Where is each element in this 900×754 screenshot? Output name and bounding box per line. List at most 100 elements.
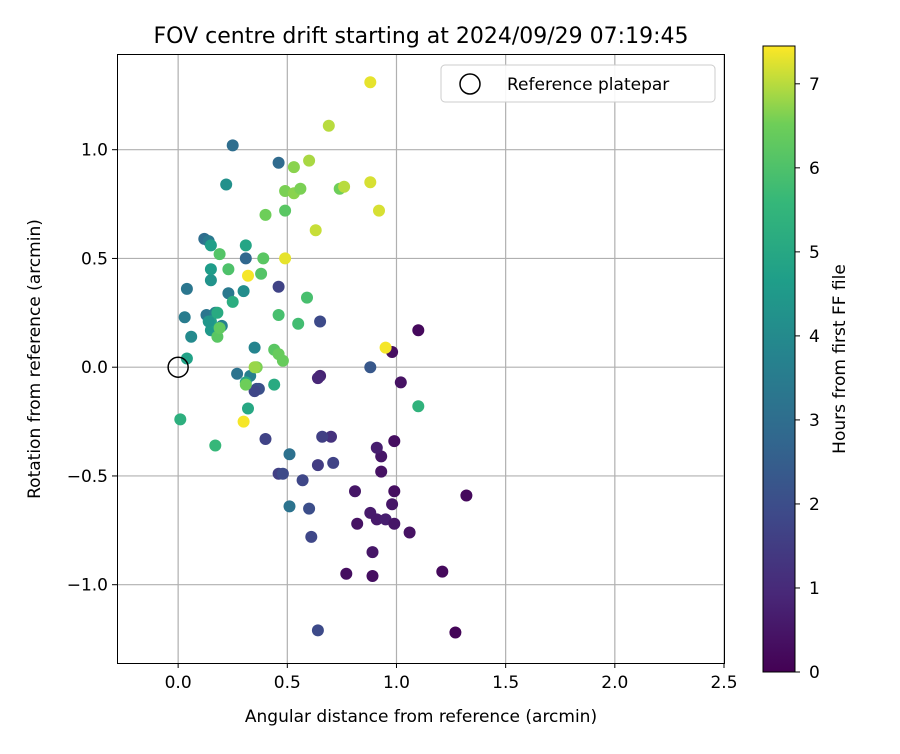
scatter-point xyxy=(242,269,254,282)
chart-title: FOV centre drift starting at 2024/09/29 … xyxy=(154,24,689,49)
scatter-point xyxy=(239,239,252,252)
scatter-point xyxy=(296,474,309,487)
scatter-point xyxy=(283,448,296,461)
scatter-point xyxy=(340,567,353,580)
scatter-point xyxy=(268,378,281,391)
scatter-point xyxy=(279,204,292,217)
scatter-point xyxy=(373,204,385,217)
scatter-point xyxy=(180,352,193,365)
scatter-point xyxy=(412,324,425,337)
scatter-point xyxy=(237,285,250,298)
colorbar-tick-label: 7 xyxy=(809,75,820,95)
scatter-point xyxy=(338,180,351,193)
legend-entry-reference-platepar: Reference platepar xyxy=(507,75,669,95)
y-axis-ticks: −1.0 −0.5 0.0 0.5 1.0 xyxy=(67,141,117,596)
scatter-point xyxy=(388,517,401,530)
legend: Reference platepar xyxy=(440,64,716,103)
scatter-point xyxy=(364,176,377,189)
scatter-point xyxy=(370,513,383,526)
scatter-point xyxy=(283,500,296,513)
colorbar-tick-label: 4 xyxy=(809,327,820,347)
x-axis-label: Angular distance from reference (arcmin) xyxy=(245,707,597,727)
scatter-point xyxy=(276,354,289,367)
scatter-point xyxy=(325,430,337,443)
scatter-point xyxy=(259,433,272,445)
scatter-point xyxy=(294,182,307,195)
scatter-point xyxy=(213,322,226,334)
scatter-point xyxy=(375,465,388,478)
reference-platepar-marker xyxy=(167,356,189,378)
x-tick-label: 2.5 xyxy=(710,673,737,693)
colorbar-tick-label: 1 xyxy=(809,579,820,599)
scatter-point xyxy=(255,267,268,280)
scatter-point xyxy=(370,441,383,454)
colorbar-ticks: 0 1 2 3 4 5 6 7 xyxy=(795,75,820,683)
scatter-point xyxy=(303,154,316,167)
scatter-point xyxy=(180,282,193,295)
x-tick-label: 1.5 xyxy=(492,673,519,693)
colorbar-gradient xyxy=(762,45,796,673)
scatter-point xyxy=(449,626,462,639)
scatter-point xyxy=(403,526,416,539)
scatter-point xyxy=(379,341,392,354)
scatter-point xyxy=(311,624,324,637)
scatter-point xyxy=(279,252,292,265)
scatter-point xyxy=(259,208,272,221)
scatter-point xyxy=(276,467,289,480)
legend-reference-marker xyxy=(459,73,481,95)
scatter-point xyxy=(272,156,285,169)
legend-box xyxy=(440,64,716,103)
x-tick-label: 0.0 xyxy=(165,673,192,693)
colorbar-label: Hours from first FF file xyxy=(830,264,850,454)
scatter-point xyxy=(272,309,285,321)
scatter-point xyxy=(349,485,361,498)
scatter-point xyxy=(314,315,327,328)
scatter-point xyxy=(248,341,261,354)
x-axis-ticks: 0.0 0.5 1.0 1.5 2.0 2.5 xyxy=(165,663,738,693)
scatter-point xyxy=(204,263,217,276)
scatter-point xyxy=(386,498,399,511)
scatter-point xyxy=(366,570,379,582)
scatter-point xyxy=(239,378,252,391)
scatter-point xyxy=(213,248,226,261)
scatter-point xyxy=(174,413,187,426)
y-tick-label: −0.5 xyxy=(67,467,108,487)
scatter-point xyxy=(327,456,340,469)
scatter-point xyxy=(220,178,233,191)
scatter-point xyxy=(316,430,329,443)
scatter-point xyxy=(292,317,305,330)
scatter-point xyxy=(226,295,239,308)
scatter-point xyxy=(237,415,250,428)
scatter-point xyxy=(388,485,401,498)
scatter-point xyxy=(305,530,318,543)
scatter-point xyxy=(388,435,401,448)
scatter-points xyxy=(174,76,473,639)
x-tick-label: 1.0 xyxy=(383,673,410,693)
scatter-point xyxy=(248,385,261,398)
scatter-point xyxy=(185,330,198,343)
scatter-point xyxy=(460,489,473,502)
scatter-point xyxy=(211,306,224,319)
scatter-point xyxy=(301,291,313,304)
x-tick-label: 2.0 xyxy=(601,673,628,693)
scatter-point xyxy=(309,224,322,237)
colorbar-tick-label: 5 xyxy=(809,243,820,263)
scatter-point xyxy=(272,280,285,293)
scatter-point xyxy=(204,239,217,252)
scatter-point xyxy=(231,367,244,380)
scatter-point xyxy=(436,565,449,578)
scatter-point xyxy=(322,119,335,132)
y-tick-label: 0.5 xyxy=(81,249,108,269)
reference-marker-layer xyxy=(167,356,189,378)
colorbar-tick-label: 0 xyxy=(809,663,820,683)
y-tick-label: −1.0 xyxy=(67,576,108,596)
scatter-point xyxy=(226,139,239,152)
x-tick-label: 0.5 xyxy=(274,673,301,693)
scatter-point xyxy=(257,252,270,265)
colorbar: 0 1 2 3 4 5 6 7 Hours from first FF file xyxy=(762,45,850,683)
y-axis-label: Rotation from reference (arcmin) xyxy=(25,219,45,499)
scatter-point xyxy=(204,274,217,287)
scatter-point xyxy=(222,263,235,276)
